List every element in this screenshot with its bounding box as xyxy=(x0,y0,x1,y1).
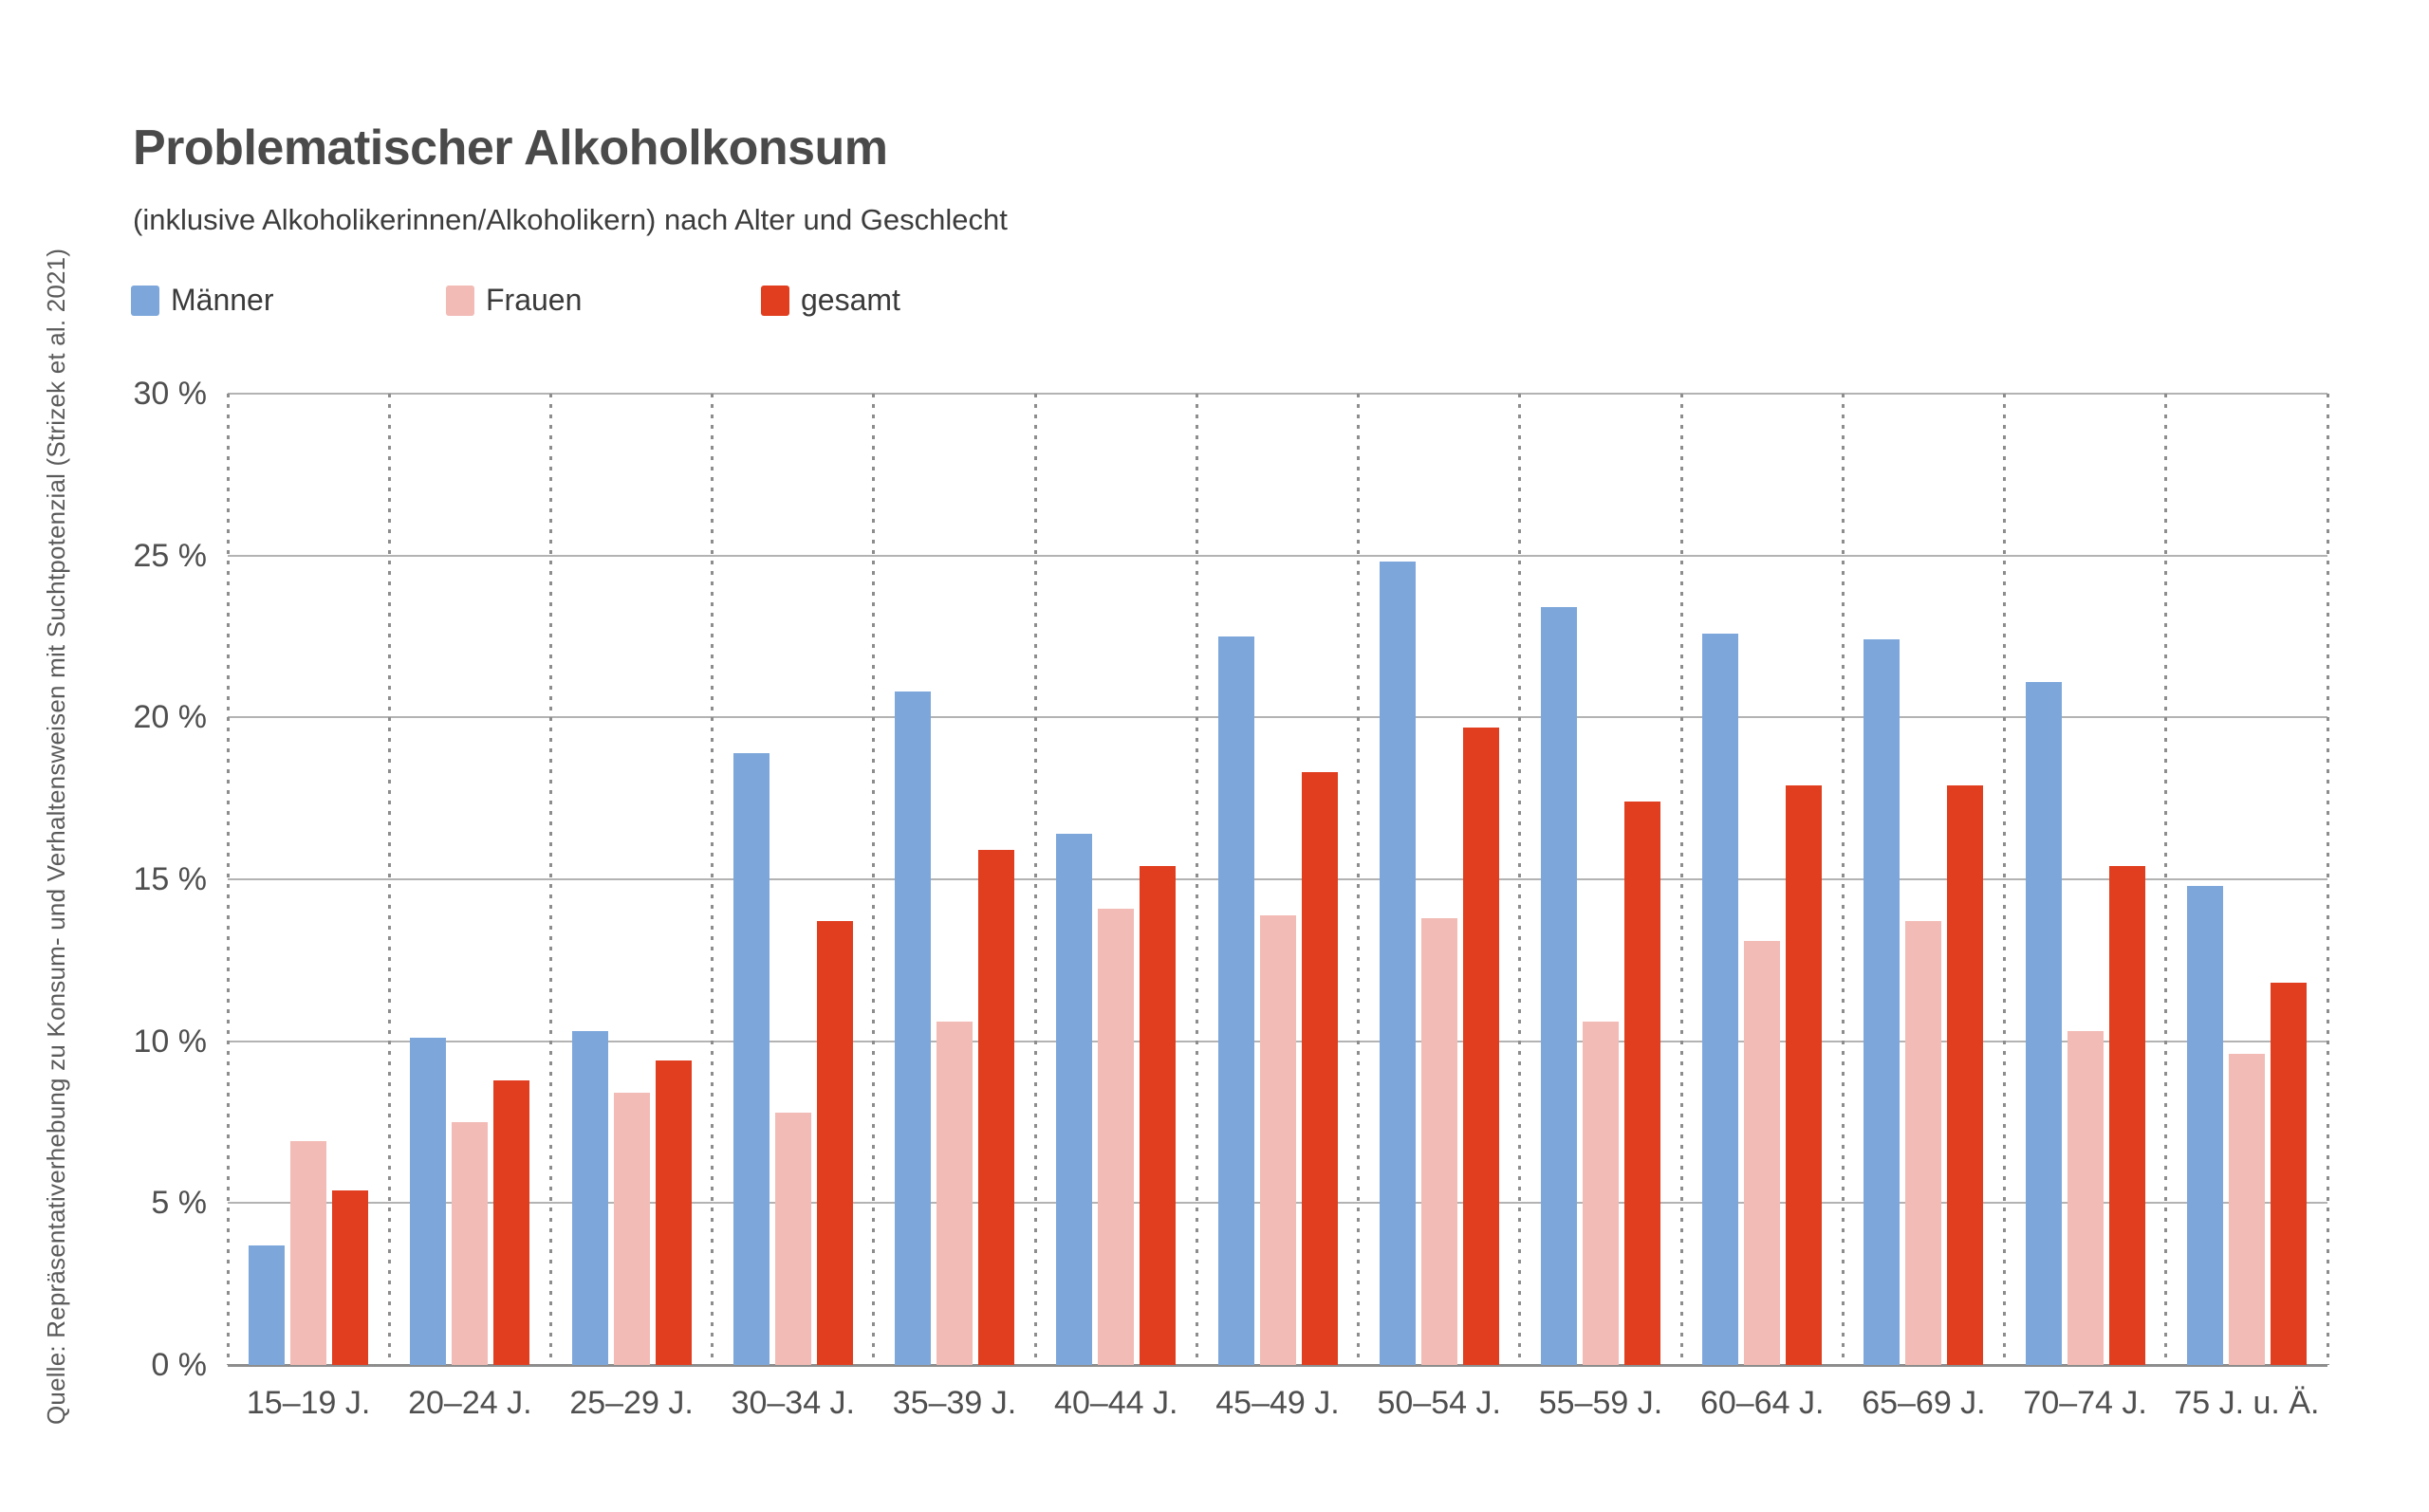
gridline-0pct xyxy=(228,1363,2327,1367)
bar-gesamt-10 xyxy=(1786,785,1823,1365)
bar-mnner-2 xyxy=(410,1038,447,1365)
bar-mnner-13 xyxy=(2186,885,2223,1365)
bar-frauen-7 xyxy=(1259,914,1296,1365)
bar-gesamt-7 xyxy=(1301,772,1338,1365)
bar-frauen-5 xyxy=(936,1022,973,1365)
bar-gesamt-12 xyxy=(2108,866,2145,1365)
chart-subtitle: (inklusive Alkoholikerinnen/Alkoholikern… xyxy=(133,203,1008,236)
bar-frauen-12 xyxy=(2067,1031,2104,1365)
x-axis-label: 60–64 J. xyxy=(1699,1385,1825,1421)
x-axis-label: 50–54 J. xyxy=(1377,1385,1501,1421)
group-separator-line xyxy=(711,394,714,1365)
bar-gesamt-3 xyxy=(655,1060,692,1365)
x-axis-label: 45–49 J. xyxy=(1215,1385,1340,1421)
bar-gesamt-8 xyxy=(1462,727,1499,1365)
gridline-20pct xyxy=(228,716,2327,719)
group-separator-line xyxy=(1679,394,1683,1365)
group-separator-line xyxy=(1841,394,1845,1365)
x-axis-label: 30–34 J. xyxy=(731,1385,856,1421)
bar-frauen-6 xyxy=(1098,908,1135,1365)
group-separator-line xyxy=(1518,394,1522,1365)
y-axis-tick-label: 0 % xyxy=(151,1347,207,1383)
y-axis-tick-label: 10 % xyxy=(133,1023,208,1060)
bar-mnner-7 xyxy=(1217,636,1254,1365)
gridline-25pct xyxy=(228,554,2327,557)
x-axis-label: 65–69 J. xyxy=(1862,1385,1986,1421)
group-separator-line xyxy=(548,394,552,1365)
x-axis-label: 15–19 J. xyxy=(246,1385,371,1421)
chart-title: Problematischer Alkoholkonsum xyxy=(133,120,888,175)
group-separator-line xyxy=(1033,394,1037,1365)
bar-mnner-9 xyxy=(1540,607,1577,1365)
bar-gesamt-4 xyxy=(816,921,853,1365)
bar-mnner-4 xyxy=(732,752,769,1365)
x-axis-label: 75 J. u. Ä. xyxy=(2174,1385,2320,1421)
x-axis-label: 55–59 J. xyxy=(1538,1385,1663,1421)
y-axis-tick-label: 5 % xyxy=(151,1185,207,1222)
group-separator-line xyxy=(1195,394,1198,1365)
x-axis-label: 35–39 J. xyxy=(892,1385,1017,1421)
group-separator-line xyxy=(2003,394,2007,1365)
legend-swatch-icon xyxy=(131,285,159,316)
y-axis-tick-label: 30 % xyxy=(133,376,208,412)
group-separator-line xyxy=(226,394,230,1365)
bar-gesamt-2 xyxy=(493,1079,530,1365)
bar-mnner-3 xyxy=(571,1031,608,1365)
legend-item-2: Frauen xyxy=(446,283,761,318)
legend-swatch-icon xyxy=(446,285,474,316)
x-axis-label: 70–74 J. xyxy=(2023,1385,2147,1421)
y-axis-tick-label: 20 % xyxy=(133,699,208,736)
legend-label: gesamt xyxy=(801,283,900,317)
gridline-15pct xyxy=(228,878,2327,880)
bar-gesamt-13 xyxy=(2270,983,2307,1365)
bar-frauen-13 xyxy=(2228,1054,2265,1365)
bar-mnner-10 xyxy=(1702,633,1739,1365)
legend-item-3: gesamt xyxy=(761,283,1076,318)
group-separator-line xyxy=(872,394,876,1365)
legend: Männer Frauen gesamt xyxy=(131,283,1076,318)
bar-frauen-2 xyxy=(452,1122,489,1365)
bar-gesamt-6 xyxy=(1140,866,1177,1365)
bar-mnner-1 xyxy=(249,1245,286,1365)
bar-frauen-11 xyxy=(1905,921,1942,1365)
x-axis-label: 25–29 J. xyxy=(569,1385,694,1421)
gridline-30pct xyxy=(228,393,2327,395)
legend-label: Männer xyxy=(171,283,274,317)
bar-mnner-8 xyxy=(1379,562,1416,1365)
bar-frauen-4 xyxy=(774,1112,811,1365)
bar-frauen-8 xyxy=(1420,917,1457,1365)
legend-item-1: Männer xyxy=(131,283,446,318)
x-axis-label: 40–44 J. xyxy=(1054,1385,1178,1421)
legend-swatch-icon xyxy=(761,285,789,316)
bar-frauen-10 xyxy=(1744,940,1781,1365)
bar-frauen-1 xyxy=(290,1141,327,1365)
group-separator-line xyxy=(2326,394,2329,1365)
x-axis-label: 20–24 J. xyxy=(408,1385,532,1421)
bar-mnner-12 xyxy=(2025,681,2062,1365)
legend-label: Frauen xyxy=(486,283,583,317)
group-separator-line xyxy=(1357,394,1361,1365)
bar-mnner-11 xyxy=(1863,639,1901,1365)
bar-gesamt-1 xyxy=(332,1189,369,1365)
group-separator-line xyxy=(2164,394,2168,1365)
y-axis-tick-label: 25 % xyxy=(133,537,208,574)
bar-frauen-3 xyxy=(613,1093,650,1365)
y-axis-tick-label: 15 % xyxy=(133,861,208,897)
bar-gesamt-5 xyxy=(978,850,1015,1365)
bar-mnner-5 xyxy=(895,691,932,1365)
group-separator-line xyxy=(387,394,391,1365)
bar-mnner-6 xyxy=(1056,834,1093,1365)
bar-gesamt-11 xyxy=(1947,785,1984,1365)
bar-gesamt-9 xyxy=(1623,802,1660,1365)
bar-frauen-9 xyxy=(1582,1022,1619,1365)
